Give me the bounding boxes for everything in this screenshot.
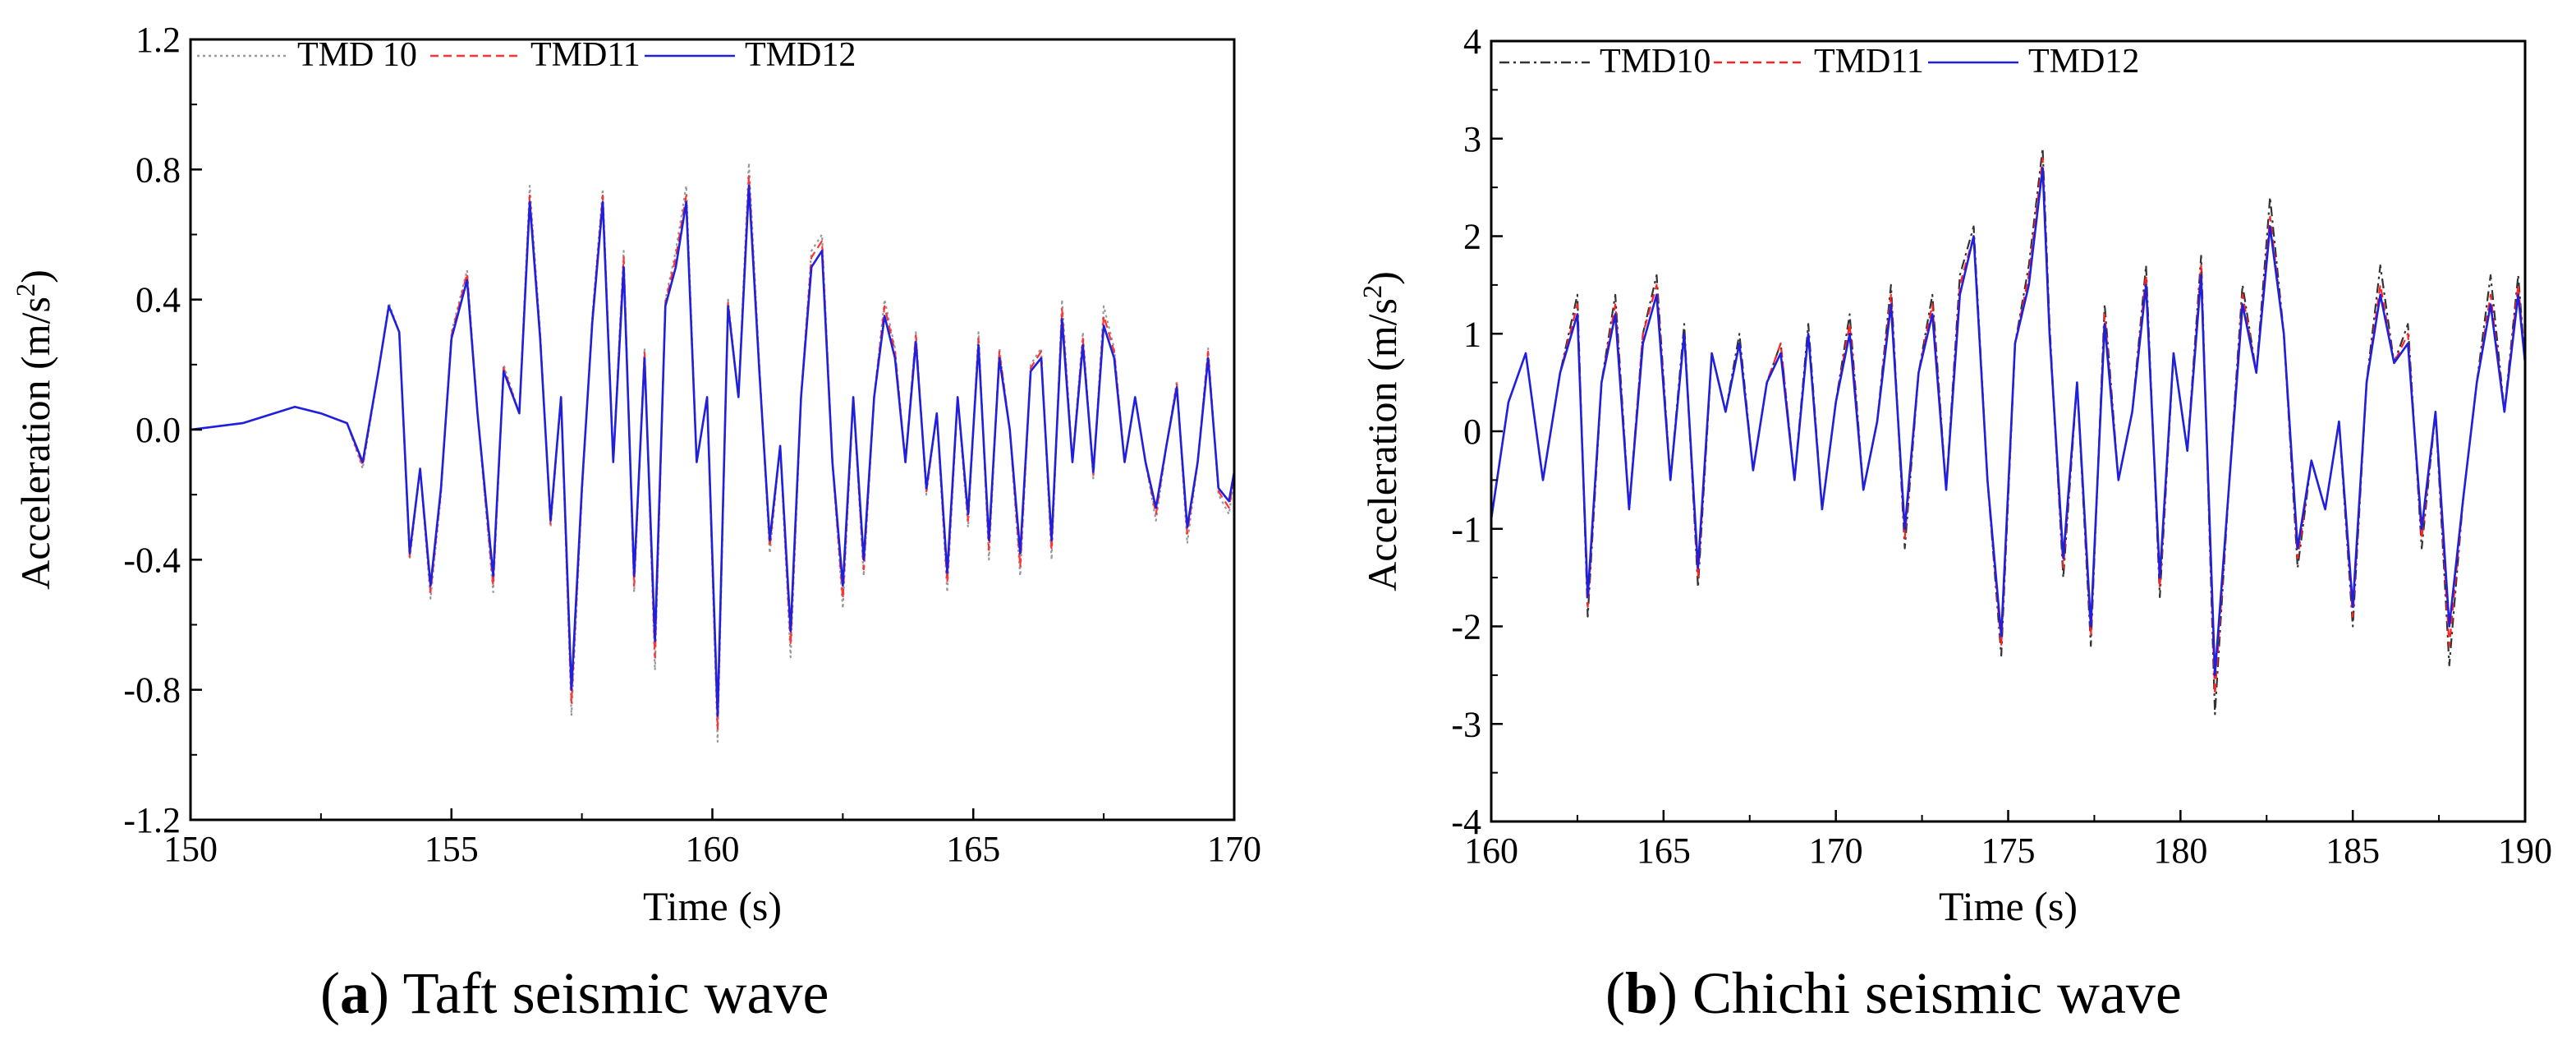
y-tick-label: 0.0	[135, 410, 181, 450]
y-tick-label: -2	[1451, 607, 1481, 647]
legend-label: TMD11	[1814, 43, 1924, 81]
x-tick-label: 165	[946, 829, 1000, 869]
x-tick-label: 170	[1809, 831, 1863, 871]
y-tick-label: 1	[1463, 314, 1481, 354]
caption-text: Chichi seismic wave	[1692, 960, 2182, 1026]
x-tick-label: 185	[2326, 831, 2380, 871]
y-axis-label-superscript: 2	[1358, 285, 1388, 298]
x-tick-label: 180	[2153, 831, 2207, 871]
plot-frame	[189, 38, 1236, 821]
series-line-tmd11	[1491, 157, 2525, 696]
series-line-tmd12	[1491, 167, 2525, 677]
caption-text: Taft seismic wave	[402, 960, 829, 1026]
x-tick-label: 155	[425, 829, 479, 869]
series-group	[191, 162, 1234, 743]
x-tick-label: 160	[686, 829, 740, 869]
x-axis-label: Time (s)	[643, 883, 782, 929]
chart-chichi: 160 165 170 175 180 185 190 -4 -3 -2 -1 0 1 2 3 4 Time (…	[1358, 21, 2552, 929]
series-line-tmd-10	[191, 162, 1234, 743]
y-axis-label-close: )	[1359, 271, 1405, 285]
caption-taft: (a) Taft seismic wave	[320, 960, 829, 1026]
y-axis-label-close: )	[12, 269, 58, 283]
y-tick-label: 2	[1463, 217, 1481, 257]
legend-label: TMD10	[1600, 43, 1710, 81]
y-axis-label-text: Acceleration (m/s	[12, 297, 58, 590]
legend-label: TMD12	[745, 36, 856, 74]
y-axis-label: Acceleration (m/s2)	[11, 269, 58, 590]
series-line-tmd12	[191, 184, 1234, 717]
chart-taft: 150 155 160 165 170 -1.2 -0.8 -0.4 0.0 0.4 0.8 1.2 T…	[11, 20, 1261, 929]
x-tick-label: 190	[2498, 831, 2552, 871]
caption-letter: b	[1624, 960, 1659, 1026]
legend-label: TMD 10	[297, 36, 417, 74]
y-tick-label: -0.8	[123, 670, 181, 711]
legend-label: TMD11	[530, 36, 641, 74]
y-tick-label: 3	[1463, 119, 1481, 159]
x-tick-label: 165	[1637, 831, 1691, 871]
y-axis-label-text: Acceleration (m/s	[1359, 298, 1405, 591]
y-tick-label: -1	[1451, 509, 1481, 550]
y-tick-label: 1.2	[135, 20, 181, 60]
series-line-tmd11	[191, 175, 1234, 730]
y-axis-label: Acceleration (m/s2)	[1358, 271, 1405, 591]
legend-label: TMD12	[2028, 43, 2139, 81]
y-tick-label: -1.2	[123, 800, 181, 840]
caption-letter: a	[339, 960, 370, 1026]
series-line-tmd10	[1491, 147, 2525, 716]
y-tick-label: 4	[1463, 21, 1481, 62]
y-axis-label-superscript: 2	[11, 283, 41, 297]
caption-chichi: (b) Chichi seismic wave	[1605, 960, 2182, 1026]
series-group	[1491, 147, 2525, 716]
y-tick-label: -4	[1451, 802, 1481, 842]
y-tick-label: -3	[1451, 704, 1481, 744]
y-tick-label: -0.4	[123, 540, 181, 580]
plot-frame	[1490, 39, 2527, 823]
x-tick-label: 170	[1207, 829, 1261, 869]
y-tick-label: 0	[1463, 412, 1481, 452]
x-tick-label: 150	[163, 829, 218, 869]
y-tick-label: 0.4	[135, 280, 181, 320]
y-tick-label: 0.8	[135, 150, 181, 190]
x-axis-label: Time (s)	[1939, 883, 2078, 929]
x-tick-label: 160	[1464, 831, 1518, 871]
x-tick-label: 175	[1981, 831, 2036, 871]
